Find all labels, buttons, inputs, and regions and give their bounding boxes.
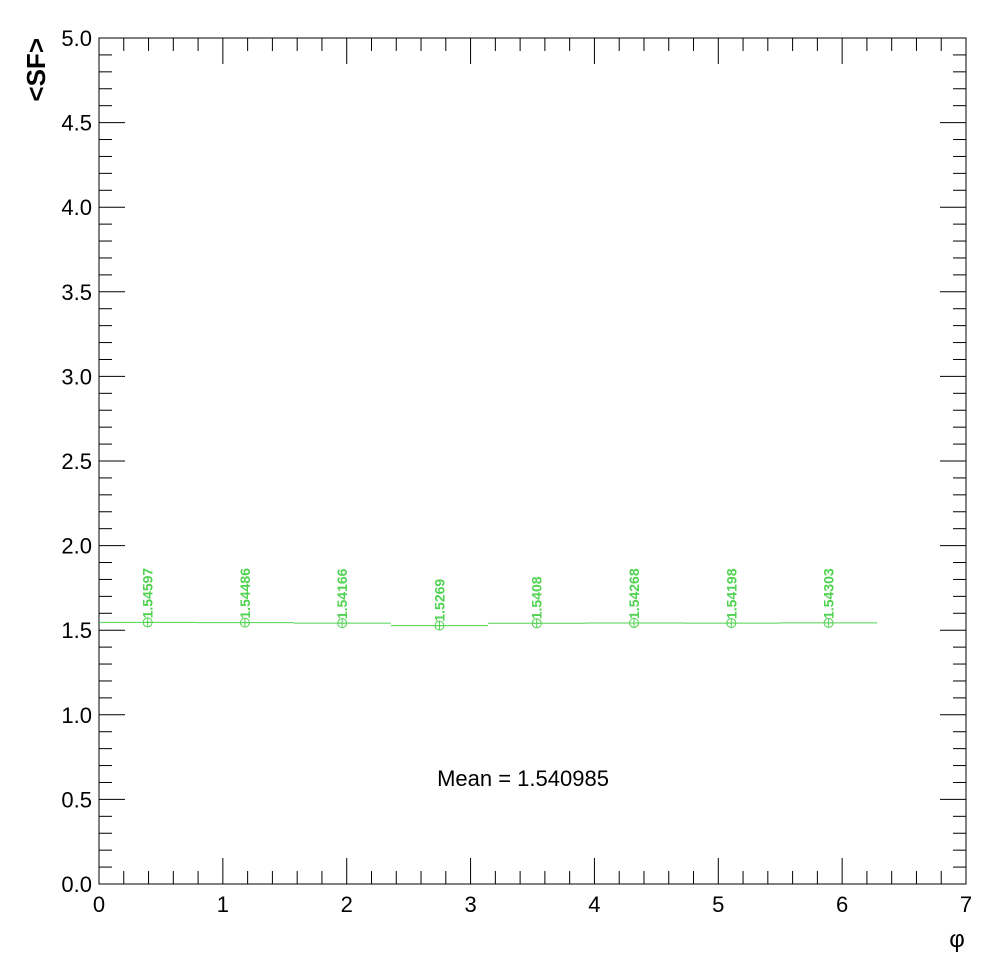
y-tick-label: 3.0 (61, 364, 92, 389)
y-tick-label: 3.5 (61, 280, 92, 305)
x-axis-ticks: 0 1 2 3 4 5 6 7 (93, 38, 972, 917)
y-tick-label: 0.5 (61, 787, 92, 812)
x-tick-label: 2 (341, 892, 353, 917)
y-tick-label: 1.0 (61, 703, 92, 728)
data-value-label: 1.54166 (334, 568, 350, 619)
y-axis-ticks: 0.0 0.5 1.0 1.5 2.0 2.5 3.0 3.5 4.0 4.5 5.0 (61, 26, 966, 897)
x-tick-label: 1 (217, 892, 229, 917)
x-tick-label: 4 (588, 892, 600, 917)
plot-frame (98, 37, 967, 885)
y-axis-title: <SF> (21, 38, 51, 102)
data-value-label: 1.5408 (529, 576, 545, 619)
data-value-label: 1.54597 (140, 568, 156, 619)
data-value-label: 1.54198 (723, 568, 739, 619)
data-value-label: 1.5269 (431, 579, 447, 622)
x-axis-title: φ (949, 926, 965, 953)
x-tick-label: 3 (464, 892, 476, 917)
y-tick-label: 4.5 (61, 111, 92, 136)
data-value-label: 1.54486 (237, 568, 253, 619)
x-tick-label: 7 (960, 892, 972, 917)
y-tick-label: 1.5 (61, 618, 92, 643)
y-tick-label: 2.0 (61, 534, 92, 559)
y-tick-label: 5.0 (61, 26, 92, 51)
mean-annotation: Mean = 1.540985 (437, 766, 609, 791)
data-value-label: 1.54268 (626, 568, 642, 619)
x-tick-label: 5 (712, 892, 724, 917)
y-tick-label: 2.5 (61, 449, 92, 474)
x-tick-label: 6 (836, 892, 848, 917)
data-series: 1.54597 1.54486 1.54166 1.5269 1.5408 1.54268… (99, 568, 878, 631)
y-tick-label: 4.0 (61, 195, 92, 220)
y-tick-label: 0.0 (61, 872, 92, 897)
x-tick-label: 0 (93, 892, 105, 917)
data-value-label: 1.54303 (821, 568, 837, 619)
